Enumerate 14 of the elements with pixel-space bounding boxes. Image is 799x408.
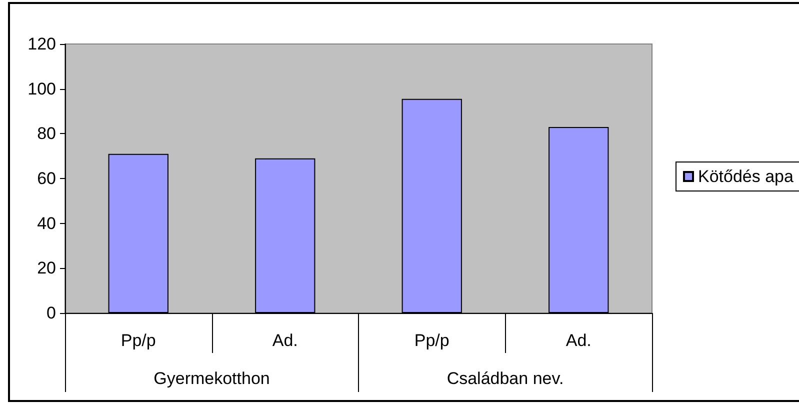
x-tick-label: Pp/p [414, 331, 450, 350]
text: Gyermekotthon [154, 369, 270, 388]
y-tick-label: 0 [46, 304, 56, 322]
y-tick-label: 60 [37, 169, 56, 188]
y-tick-label: 100 [28, 79, 56, 98]
x-tick-label: Ad. [566, 331, 592, 350]
legend-label: Kötődés apa [698, 167, 794, 186]
y-tick-label: 40 [37, 214, 56, 233]
x-tick-label: Ad. [272, 331, 298, 350]
y-tick-label: 120 [28, 34, 56, 54]
x-tick-label: Pp/p [120, 331, 156, 350]
y-tick-label: 80 [37, 124, 56, 144]
y-tick-label: 20 [37, 258, 56, 278]
text: Családban nev. [446, 369, 564, 388]
